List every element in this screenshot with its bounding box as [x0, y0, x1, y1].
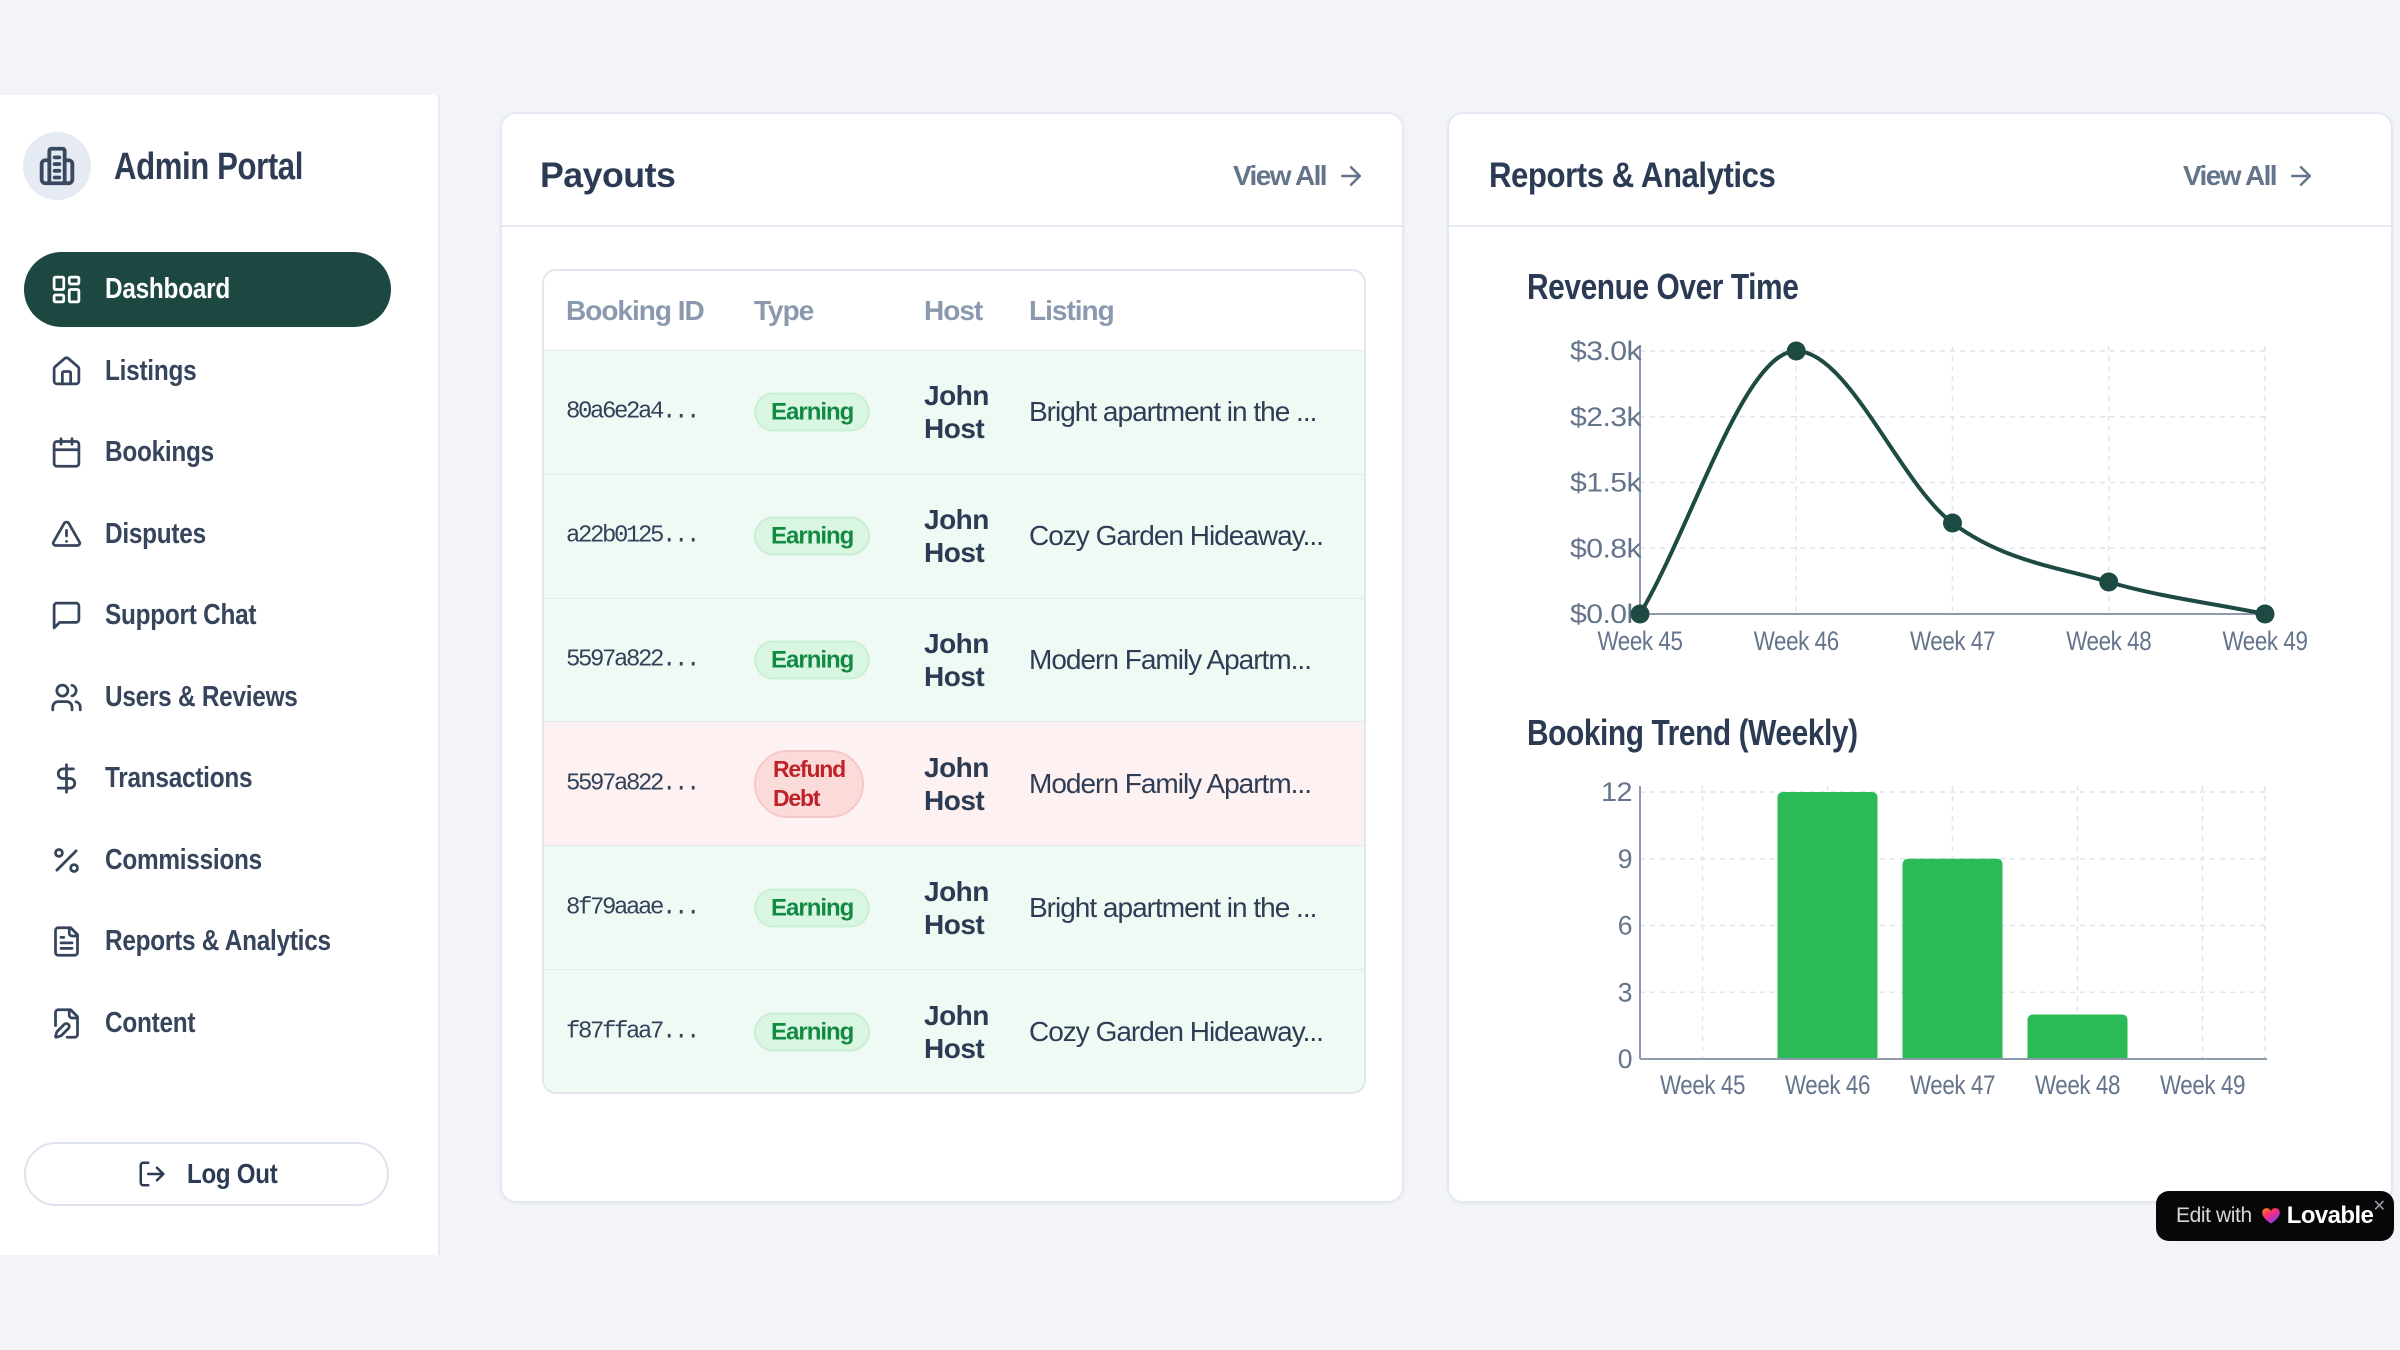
svg-text:$0.8k: $0.8k	[1570, 533, 1642, 563]
svg-text:9: 9	[1618, 844, 1632, 874]
svg-text:Week 45: Week 45	[1598, 626, 1683, 656]
svg-text:$3.0k: $3.0k	[1570, 336, 1642, 366]
svg-text:Week 49: Week 49	[2223, 626, 2308, 656]
svg-text:Week 45: Week 45	[1660, 1070, 1745, 1100]
svg-text:Week 46: Week 46	[1754, 626, 1839, 656]
svg-text:3: 3	[1618, 977, 1632, 1007]
svg-text:Week 47: Week 47	[1910, 626, 1995, 656]
svg-text:Week 47: Week 47	[1910, 1070, 1995, 1100]
svg-text:$1.5k: $1.5k	[1570, 468, 1642, 498]
svg-text:12: 12	[1601, 777, 1632, 807]
svg-text:$2.3k: $2.3k	[1570, 402, 1642, 432]
svg-text:6: 6	[1618, 911, 1632, 941]
svg-text:0: 0	[1618, 1044, 1632, 1074]
svg-text:Week 46: Week 46	[1785, 1070, 1870, 1100]
svg-text:Week 48: Week 48	[2035, 1070, 2120, 1100]
svg-text:Week 49: Week 49	[2160, 1070, 2245, 1100]
svg-text:Week 48: Week 48	[2066, 626, 2151, 656]
